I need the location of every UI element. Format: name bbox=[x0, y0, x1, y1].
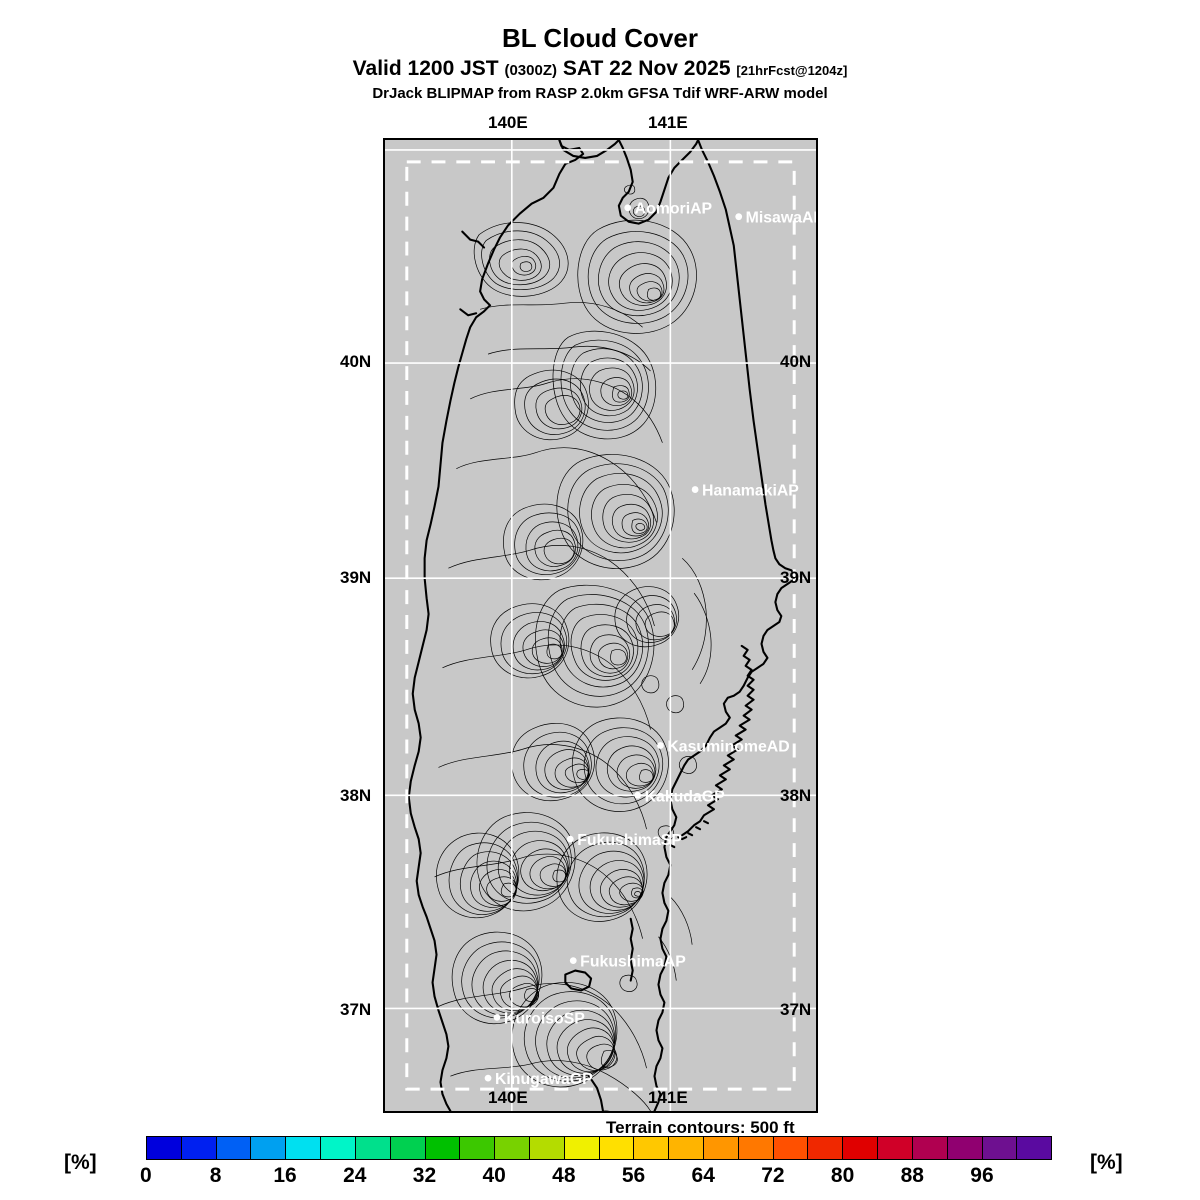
lat-label-right-38N: 38N bbox=[780, 786, 812, 805]
colorbar-segment-10 bbox=[495, 1137, 530, 1159]
station-kuroisosp[interactable]: KuroisoSP bbox=[493, 1010, 586, 1027]
valid-date: SAT 22 Nov 2025 bbox=[562, 57, 731, 81]
map-canvas[interactable]: AomoriAP MisawaAD HanamakiAP KasuminomeAD Ka… bbox=[383, 138, 818, 1113]
map-panel[interactable]: AomoriAP MisawaAD HanamakiAP KasuminomeAD Ka… bbox=[340, 114, 818, 1113]
colorbar-segment-8 bbox=[425, 1137, 461, 1159]
station-marker-dot bbox=[569, 957, 577, 965]
colorbar-segment-22 bbox=[912, 1137, 948, 1159]
station-aomoriap[interactable]: AomoriAP bbox=[624, 201, 713, 218]
colorbar-tick-72: 72 bbox=[761, 1164, 785, 1187]
model-line: DrJack BLIPMAP from RASP 2.0km GFSA Tdif… bbox=[372, 85, 828, 103]
colorbar-tick-96: 96 bbox=[970, 1164, 994, 1187]
colorbar-segment-4 bbox=[286, 1137, 322, 1159]
station-kinugawagp[interactable]: KinugawaGP bbox=[484, 1071, 593, 1088]
station-marker-dot bbox=[484, 1074, 492, 1082]
station-marker-dot bbox=[566, 835, 574, 843]
colorbar-segment-2 bbox=[216, 1137, 252, 1159]
valid-time-line: Valid 1200 JST (0300Z) SAT 22 Nov 2025 [… bbox=[0, 56, 1200, 82]
station-fukushimasp[interactable]: FukushimaSP bbox=[566, 832, 682, 849]
model-domain-box bbox=[405, 160, 796, 1091]
colorbar-units-left: [%] bbox=[64, 1151, 97, 1174]
colorbar-segment-25 bbox=[1017, 1137, 1052, 1159]
lat-label-right-40N: 40N bbox=[780, 352, 812, 371]
colorbar-segment-19 bbox=[808, 1137, 844, 1159]
colorbar-segment-23 bbox=[947, 1137, 983, 1159]
lat-label-left-37N: 37N bbox=[340, 1000, 372, 1019]
colorbar-segment-9 bbox=[460, 1137, 496, 1159]
colorbar[interactable] bbox=[146, 1136, 1052, 1160]
forecast-tag: [21hrFcst@1204z] bbox=[736, 63, 848, 79]
station-misawaad[interactable]: MisawaAD bbox=[735, 210, 818, 227]
colorbar-tick-16: 16 bbox=[273, 1164, 297, 1187]
colorbar-tick-88: 88 bbox=[900, 1164, 924, 1187]
colorbar-segment-17 bbox=[738, 1137, 774, 1159]
station-marker-dot bbox=[493, 1013, 501, 1021]
terrain-contour-note: Terrain contours: 500 ft bbox=[606, 1118, 795, 1137]
station-label: MisawaAD bbox=[746, 210, 818, 227]
station-label: KakudaGP bbox=[645, 788, 725, 805]
colorbar-segment-11 bbox=[529, 1137, 565, 1159]
station-kasuminomead[interactable]: KasuminomeAD bbox=[657, 738, 790, 755]
title-block: BL Cloud Cover Valid 1200 JST (0300Z) SA… bbox=[0, 23, 1200, 103]
station-kakudagp[interactable]: KakudaGP bbox=[634, 788, 725, 805]
station-label: HanamakiAP bbox=[702, 483, 799, 500]
colorbar-segment-21 bbox=[878, 1137, 913, 1159]
station-label: KasuminomeAD bbox=[667, 738, 789, 755]
station-label: KinugawaGP bbox=[495, 1071, 593, 1088]
lat-label-left-40N: 40N bbox=[340, 352, 372, 371]
colorbar-segment-7 bbox=[390, 1137, 426, 1159]
station-marker-dot bbox=[691, 486, 699, 493]
colorbar-tick-40: 40 bbox=[482, 1164, 506, 1187]
colorbar-segment-6 bbox=[355, 1137, 391, 1159]
valid-prefix: Valid 1200 JST bbox=[352, 57, 499, 81]
colorbar-tick-32: 32 bbox=[412, 1164, 437, 1187]
station-fukushimaap[interactable]: FukushimaAP bbox=[569, 954, 686, 971]
colorbar-tick-8: 8 bbox=[209, 1164, 222, 1187]
lon-label-top-140E: 140E bbox=[488, 113, 528, 132]
lat-label-right-39N: 39N bbox=[780, 568, 812, 587]
station-layer[interactable]: AomoriAP MisawaAD HanamakiAP KasuminomeAD Ka… bbox=[484, 201, 818, 1088]
colorbar-segment-20 bbox=[843, 1137, 879, 1159]
colorbar-segment-18 bbox=[773, 1137, 809, 1159]
colorbar-segment-24 bbox=[982, 1137, 1018, 1159]
lat-label-left-39N: 39N bbox=[340, 568, 372, 587]
colorbar-tick-56: 56 bbox=[621, 1164, 646, 1187]
colorbar-segment-15 bbox=[669, 1137, 704, 1159]
station-marker-dot bbox=[634, 791, 642, 799]
station-label: KuroisoSP bbox=[504, 1010, 585, 1027]
colorbar-tick-24: 24 bbox=[343, 1164, 367, 1187]
colorbar-segment-5 bbox=[321, 1137, 356, 1159]
colorbar-units-right: [%] bbox=[1090, 1151, 1123, 1174]
colorbar-tick-80: 80 bbox=[830, 1164, 855, 1187]
colorbar-segment-1 bbox=[181, 1137, 217, 1159]
lon-label-top-141E: 141E bbox=[648, 113, 688, 132]
station-hanamakiap[interactable]: HanamakiAP bbox=[691, 483, 800, 500]
colorbar-tick-48: 48 bbox=[552, 1164, 576, 1187]
colorbar-segment-3 bbox=[251, 1137, 287, 1159]
lat-label-left-38N: 38N bbox=[340, 786, 372, 805]
station-marker-dot bbox=[657, 742, 664, 749]
colorbar-segment-16 bbox=[704, 1137, 739, 1159]
lon-label-bottom-140E: 140E bbox=[488, 1088, 528, 1107]
colorbar-segment-12 bbox=[564, 1137, 600, 1159]
station-label: AomoriAP bbox=[635, 201, 713, 218]
colorbar-segment-14 bbox=[634, 1137, 670, 1159]
station-label: FukushimaSP bbox=[577, 832, 682, 849]
lat-label-right-37N: 37N bbox=[780, 1000, 812, 1019]
map-background bbox=[385, 140, 816, 1111]
valid-utc: (0300Z) bbox=[504, 62, 557, 80]
station-marker-dot bbox=[735, 213, 743, 221]
colorbar-tick-0: 0 bbox=[140, 1164, 152, 1187]
colorbar-tick-64: 64 bbox=[691, 1164, 715, 1187]
station-label: FukushimaAP bbox=[580, 954, 686, 971]
lon-label-bottom-141E: 141E bbox=[648, 1088, 688, 1107]
colorbar-segment-13 bbox=[599, 1137, 635, 1159]
colorbar-segment-0 bbox=[147, 1137, 182, 1159]
page-title: BL Cloud Cover bbox=[502, 23, 698, 53]
station-marker-dot bbox=[624, 204, 632, 212]
graticule-layer bbox=[385, 140, 816, 1111]
